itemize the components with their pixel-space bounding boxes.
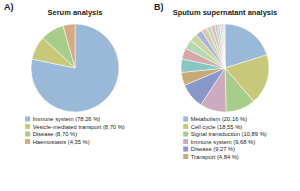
pie-slice	[223, 24, 225, 68]
legend-item: Vesicle-mediated transport (8,70 %)	[25, 124, 125, 130]
legend-label: Cell cycle (18,55 %)	[191, 124, 243, 130]
legend-label: Immune system (78,26 %)	[33, 116, 101, 122]
panel-label: B)	[154, 2, 164, 12]
pie	[31, 24, 119, 112]
legend-swatch	[25, 124, 30, 129]
legend-swatch	[25, 139, 30, 144]
legend-label: Haemostasis (4,35 %)	[33, 139, 90, 145]
legend-item: Haemostasis (4,35 %)	[25, 139, 90, 145]
pie	[181, 24, 269, 112]
panel-label: A)	[4, 2, 14, 12]
panel: A) Serum analysis Immune system (78,26 %) V…	[4, 2, 125, 145]
legend-item: Immune system (9,68 %)	[183, 139, 255, 145]
chart-root: A) Serum analysis Immune system (78,26 %) V…	[0, 0, 300, 191]
legend-item: Signal transduction (10,89 %)	[183, 131, 267, 137]
legend-label: Disease (9,27 %)	[191, 146, 236, 152]
pie-slice	[222, 24, 225, 68]
legend-label: Disease (8,70 %)	[33, 131, 78, 137]
legend-swatch	[183, 154, 188, 159]
pie-slice	[63, 24, 75, 68]
legend-swatch	[25, 117, 30, 122]
legend-item: Transport (4,84 %)	[183, 154, 239, 160]
legend-swatch	[25, 132, 30, 137]
panel: B) Sputum supernatant analysis Metabolism …	[154, 2, 277, 160]
legend-label: Vesicle-mediated transport (8,70 %)	[33, 124, 125, 130]
legend-swatch	[183, 139, 188, 144]
legend-swatch	[183, 117, 188, 122]
legend-item: Disease (9,27 %)	[183, 146, 235, 152]
pie-slice	[218, 24, 225, 68]
legend-item: Immune system (78,26 %)	[25, 116, 100, 122]
legend-item: Disease (8,70 %)	[25, 131, 77, 137]
legend-label: Metabolism (20,16 %)	[191, 116, 247, 122]
pie-slice	[220, 24, 225, 68]
legend-item: Cell cycle (18,55 %)	[183, 124, 242, 130]
pie-slice	[225, 68, 254, 112]
legend-label: Signal transduction (10,89 %)	[191, 131, 267, 137]
legend-label: Immune system (9,68 %)	[191, 139, 255, 145]
legend-swatch	[183, 132, 188, 137]
pie-slice	[31, 24, 119, 112]
legend: Immune system (78,26 %) Vesicle-mediated …	[25, 116, 125, 145]
legend: Metabolism (20,16 %) Cell cycle (18,55 %)…	[183, 116, 267, 160]
legend-item: Metabolism (20,16 %)	[183, 116, 247, 122]
legend-label: Transport (4,84 %)	[191, 154, 239, 160]
title: Serum analysis	[47, 8, 102, 17]
pie-slice	[224, 24, 226, 68]
title: Sputum supernatant analysis	[173, 8, 278, 17]
legend-swatch	[183, 147, 188, 152]
pie-slice	[215, 25, 225, 68]
legend-swatch	[183, 124, 188, 129]
